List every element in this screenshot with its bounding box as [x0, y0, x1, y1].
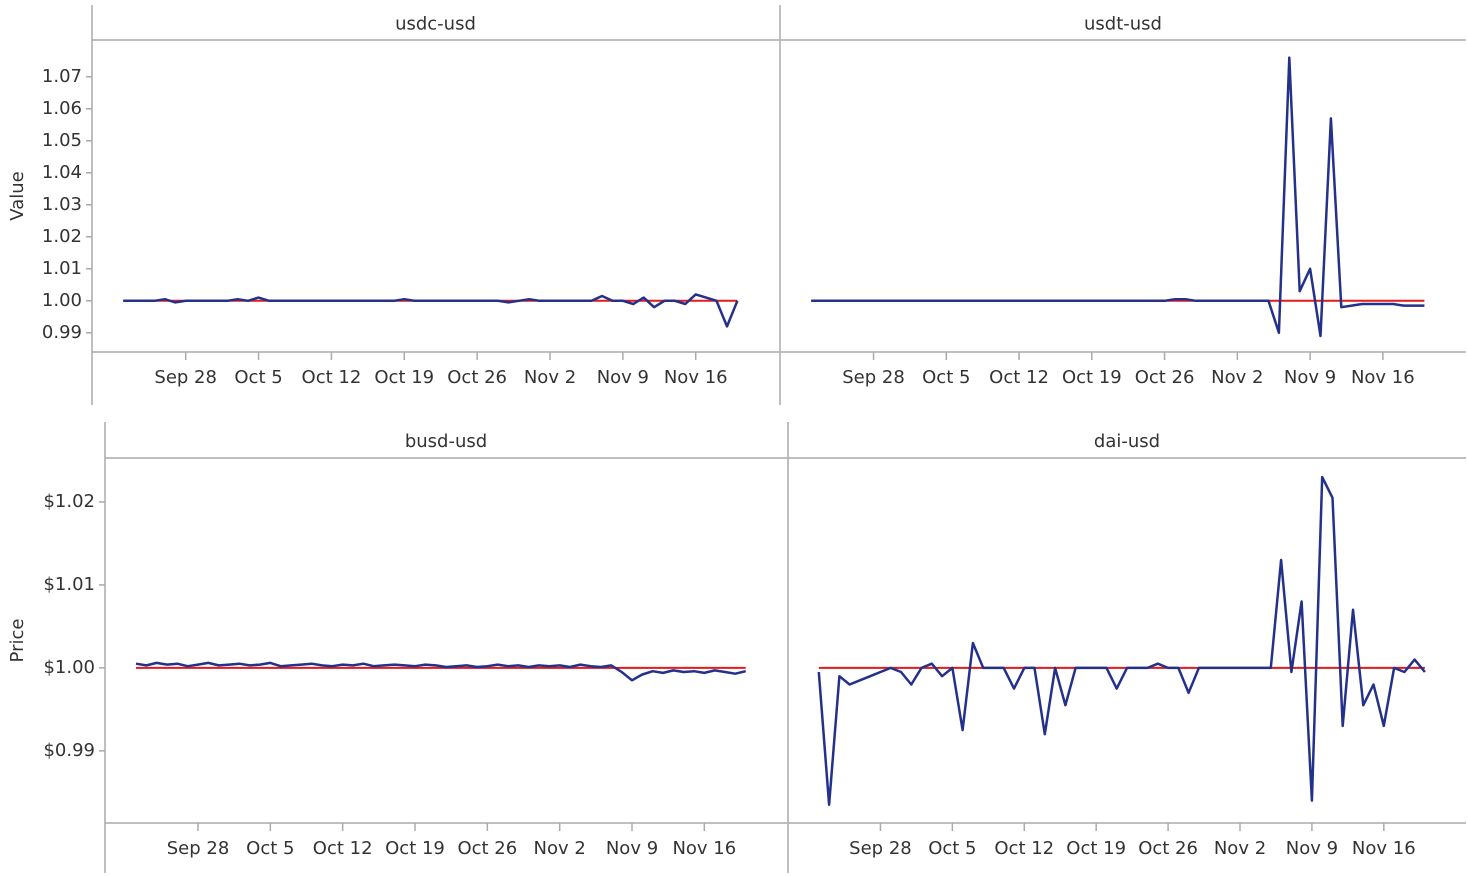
x-tick-label: Oct 26 [1138, 838, 1198, 859]
x-tick-label: Oct 19 [1066, 838, 1126, 859]
price-line [123, 293, 739, 328]
x-tick-label: Oct 5 [922, 367, 970, 388]
y-tick-label: 1.07 [42, 66, 82, 87]
y-tick-label: 1.02 [42, 226, 82, 247]
y-tick-label: 1.00 [42, 290, 82, 311]
x-tick-label: Nov 16 [1351, 367, 1415, 388]
panel-title: dai-usd [1094, 431, 1160, 452]
y-tick-label: $0.99 [43, 740, 95, 761]
y-tick-label: $1.02 [43, 491, 95, 512]
x-tick-label: Nov 2 [534, 838, 586, 859]
x-tick-label: Sep 28 [167, 838, 230, 859]
x-tick-label: Nov 16 [664, 367, 728, 388]
y-tick-label: 1.06 [42, 98, 82, 119]
x-tick-label: Oct 19 [374, 367, 434, 388]
price-line [811, 56, 1425, 338]
panel-title: usdt-usd [1084, 14, 1162, 35]
x-tick-label: Oct 12 [994, 838, 1054, 859]
x-tick-label: Sep 28 [842, 367, 905, 388]
x-tick-label: Nov 16 [1352, 838, 1416, 859]
y-tick-label: 1.01 [42, 258, 82, 279]
x-tick-label: Oct 19 [385, 838, 445, 859]
x-tick-label: Oct 26 [457, 838, 517, 859]
y-tick-label: 1.03 [42, 194, 82, 215]
x-tick-label: Nov 2 [524, 367, 576, 388]
panel-title: busd-usd [405, 431, 487, 452]
x-tick-label: Oct 5 [246, 838, 294, 859]
x-tick-label: Nov 9 [1284, 367, 1336, 388]
x-tick-label: Oct 12 [302, 367, 362, 388]
x-tick-label: Oct 26 [1135, 367, 1195, 388]
y-axis-label: Price [7, 619, 28, 663]
x-tick-label: Nov 9 [597, 367, 649, 388]
y-tick-label: $1.01 [43, 574, 95, 595]
x-tick-label: Oct 26 [447, 367, 507, 388]
x-tick-label: Oct 5 [234, 367, 282, 388]
x-tick-label: Nov 16 [672, 838, 736, 859]
y-tick-label: 1.05 [42, 130, 82, 151]
y-tick-label: $1.00 [43, 657, 95, 678]
x-tick-label: Nov 9 [1286, 838, 1338, 859]
x-tick-label: Oct 12 [989, 367, 1049, 388]
panel-title: usdc-usd [395, 14, 476, 35]
y-tick-label: 0.99 [42, 322, 82, 343]
x-tick-label: Oct 12 [313, 838, 373, 859]
x-tick-label: Nov 2 [1211, 367, 1263, 388]
price-line [817, 475, 1426, 806]
x-tick-label: Nov 2 [1214, 838, 1266, 859]
x-tick-label: Oct 5 [928, 838, 976, 859]
x-tick-label: Oct 19 [1062, 367, 1122, 388]
x-tick-label: Sep 28 [849, 838, 912, 859]
y-axis-label: Value [7, 171, 28, 220]
x-tick-label: Sep 28 [154, 367, 217, 388]
price-line [135, 661, 746, 682]
x-tick-label: Nov 9 [606, 838, 658, 859]
y-tick-label: 1.04 [42, 162, 82, 183]
